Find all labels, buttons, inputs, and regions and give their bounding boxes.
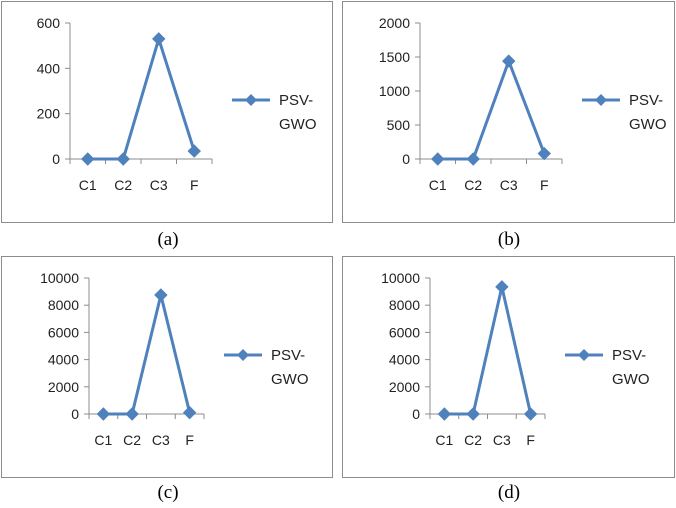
y-tick-label: 2000 — [389, 379, 420, 395]
x-tick-label: F — [185, 432, 194, 448]
legend-label: GWO — [612, 371, 650, 388]
data-point-marker — [116, 152, 130, 166]
x-tick-label: F — [540, 177, 549, 193]
legend-label: PSV- — [629, 92, 663, 109]
chart-panel-d: 0 2000 4000 6000 8000 10000 C1 C2 C3 F PSV- GWO — [342, 256, 675, 478]
x-tick-label: F — [526, 432, 535, 448]
y-tick-label: 2000 — [48, 379, 79, 395]
caption-b: (b) — [497, 229, 521, 250]
data-point-marker — [96, 407, 111, 421]
y-tick-label: 400 — [37, 60, 61, 76]
y-tick-label: 200 — [37, 106, 61, 122]
data-point-marker — [495, 280, 509, 294]
x-tick-label: C1 — [94, 432, 112, 448]
chart-panel-b: 0 500 1000 1500 2000 C1 C2 C3 F PSV- GWO — [342, 1, 675, 223]
x-tick-label: C3 — [150, 177, 168, 193]
y-tick-label: 6000 — [48, 324, 79, 340]
x-tick-label: C1 — [435, 432, 453, 448]
line-chart-c: 0 2000 4000 6000 8000 10000 C1 C2 C3 F PSV- GWO — [40, 270, 309, 448]
legend-marker — [595, 94, 607, 106]
data-point-marker — [154, 288, 168, 302]
legend-label: PSV- — [271, 347, 305, 364]
x-tick-label: C1 — [429, 177, 447, 193]
y-tick-label: 10000 — [381, 270, 420, 286]
data-point-marker — [125, 407, 139, 421]
data-point-marker — [466, 152, 480, 166]
legend-marker — [245, 94, 257, 106]
chart-panel-c: 0 2000 4000 6000 8000 10000 C1 C2 C3 F PSV- GWO — [1, 256, 333, 478]
legend-label: GWO — [629, 116, 667, 133]
line-chart-b: 0 500 1000 1500 2000 C1 C2 C3 F PSV- GWO — [379, 15, 667, 193]
line-chart-a: 0 200 400 600 C1 C2 C3 F PSV- GWO — [37, 15, 317, 193]
series-line — [444, 286, 533, 416]
x-tick-label: C2 — [464, 177, 482, 193]
data-point-marker — [537, 146, 551, 161]
y-tick-label: 0 — [412, 406, 420, 422]
series-line — [437, 56, 546, 161]
x-tick-label: F — [190, 177, 199, 193]
x-tick-label: C2 — [464, 432, 482, 448]
series-line — [87, 33, 196, 161]
y-tick-label: 2000 — [379, 15, 410, 31]
data-point-marker — [152, 32, 166, 46]
data-point-marker — [437, 407, 452, 421]
legend-label: PSV- — [279, 92, 313, 109]
y-tick-label: 1500 — [379, 49, 410, 65]
x-tick-label: C2 — [123, 432, 141, 448]
y-tick-label: 0 — [52, 151, 60, 167]
y-tick-label: 0 — [71, 406, 79, 422]
legend-marker — [237, 349, 249, 361]
x-tick-label: C1 — [79, 177, 97, 193]
x-tick-label: C3 — [500, 177, 518, 193]
legend-label: GWO — [271, 371, 309, 388]
caption-c: (c) — [157, 482, 179, 503]
data-point-marker — [81, 152, 95, 166]
chart-panel-a: 0 200 400 600 C1 C2 C3 F PSV- GWO — [1, 1, 333, 223]
data-point-marker — [523, 407, 538, 421]
line-chart-d: 0 2000 4000 6000 8000 10000 C1 C2 C3 F PSV- GWO — [381, 270, 650, 448]
data-point-marker — [182, 405, 197, 420]
data-point-marker — [187, 144, 201, 158]
y-tick-label: 6000 — [389, 324, 420, 340]
y-tick-label: 8000 — [389, 297, 420, 313]
y-tick-label: 4000 — [389, 352, 420, 368]
legend-marker — [578, 349, 590, 361]
caption-a: (a) — [157, 229, 179, 250]
legend-label: PSV- — [612, 347, 646, 364]
data-point-marker — [466, 407, 480, 421]
data-point-marker — [431, 152, 445, 166]
legend-label: GWO — [279, 116, 317, 133]
caption-d: (d) — [497, 482, 521, 503]
y-tick-label: 600 — [37, 15, 61, 31]
y-tick-label: 4000 — [48, 352, 79, 368]
series-line — [103, 294, 192, 416]
y-tick-label: 10000 — [40, 270, 79, 286]
y-tick-label: 8000 — [48, 297, 79, 313]
y-tick-label: 500 — [387, 117, 411, 133]
data-point-marker — [502, 54, 516, 68]
y-tick-label: 0 — [402, 151, 410, 167]
x-tick-label: C3 — [152, 432, 170, 448]
y-tick-label: 1000 — [379, 83, 410, 99]
x-tick-label: C2 — [114, 177, 132, 193]
x-tick-label: C3 — [493, 432, 511, 448]
